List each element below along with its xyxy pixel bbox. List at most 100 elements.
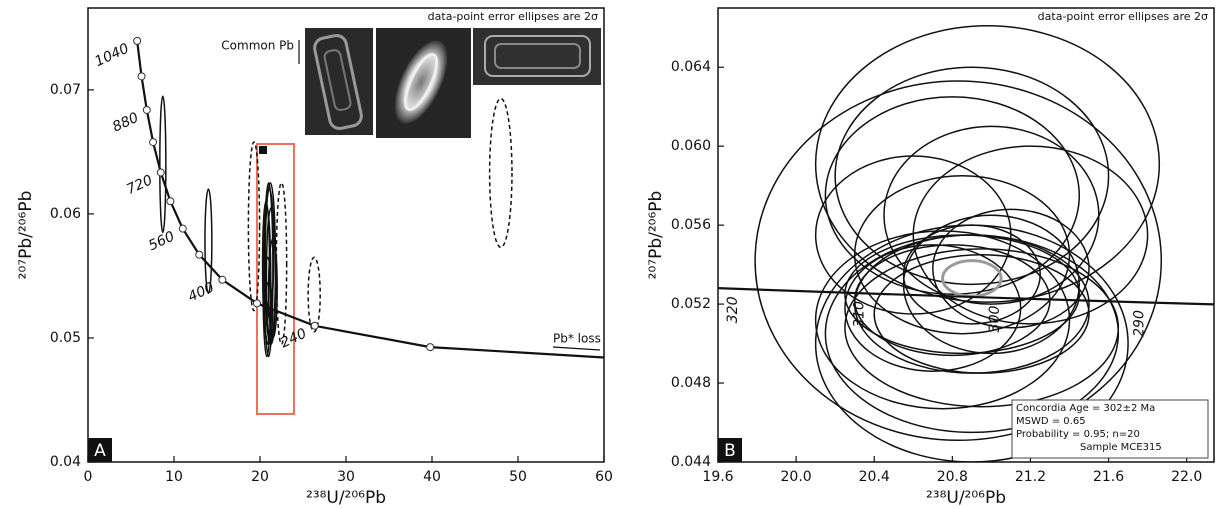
error-ellipse — [814, 25, 1161, 303]
error-ellipse — [834, 66, 1110, 286]
age-label: 560 — [146, 228, 177, 254]
error-ellipse — [912, 145, 1149, 325]
error-ellipse — [824, 96, 1081, 295]
error-ellipse — [204, 188, 213, 295]
x-tick-label: 40 — [423, 469, 441, 485]
y-tick-label: 0.060 — [671, 138, 711, 154]
age-marker — [133, 36, 142, 45]
concordia-curve — [718, 287, 1214, 306]
x-tick-label: 20.8 — [937, 469, 968, 485]
error-ellipse — [159, 95, 167, 234]
x-axis-title: ²³⁸U/²⁰⁶Pb — [306, 488, 386, 508]
cl-grain — [323, 49, 352, 111]
y-tick-label: 0.052 — [671, 296, 711, 312]
y-tick-label: 0.05 — [50, 330, 81, 346]
pb-loss-arrow — [552, 346, 601, 351]
cl-images — [305, 28, 601, 138]
age-label: 720 — [124, 172, 155, 198]
age-marker — [310, 321, 319, 330]
x-tick-label: 19.6 — [702, 469, 733, 485]
concordia-age-ellipse — [941, 259, 1003, 298]
legend-text: Concordia Age = 302±2 Ma — [1016, 403, 1155, 414]
cl-grain — [403, 52, 439, 112]
error-ellipse — [275, 182, 288, 345]
age-label: 400 — [186, 279, 217, 305]
y-axis-title: ²⁰⁷Pb/²⁰⁶Pb — [16, 191, 36, 280]
x-tick-label: 21.6 — [1093, 469, 1124, 485]
error-ellipse — [853, 175, 1071, 335]
age-label: 1040 — [92, 41, 131, 71]
error-ellipse — [814, 230, 1071, 410]
cl-grain — [484, 35, 591, 77]
error-ellipse — [307, 256, 321, 333]
error-ellipse — [814, 155, 1012, 315]
age-label: 300 — [987, 305, 1003, 332]
plot-area — [718, 25, 1214, 462]
error-ellipse — [261, 200, 271, 327]
legend-text: Sample MCE315 — [1080, 442, 1162, 453]
age-label: 310 — [851, 301, 867, 328]
age-marker — [178, 224, 187, 233]
y-tick-label: 0.064 — [671, 59, 711, 75]
x-tick-label: 60 — [595, 469, 613, 485]
x-tick-label: 0 — [84, 469, 93, 485]
age-marker — [218, 275, 227, 284]
error-ellipse — [844, 244, 1022, 372]
age-marker — [252, 299, 261, 308]
x-tick-label: 50 — [509, 469, 527, 485]
x-tick-label: 20 — [251, 469, 269, 485]
age-marker — [156, 168, 165, 177]
error-ellipse — [902, 214, 1081, 355]
y-tick-label: 0.044 — [671, 454, 711, 470]
panel-label: B — [724, 441, 736, 461]
panel-label-box — [718, 438, 742, 462]
plot-area — [133, 36, 780, 371]
age-marker — [149, 138, 158, 147]
box-tag — [259, 146, 267, 154]
error-ellipse — [754, 80, 1163, 442]
error-ellipse — [824, 234, 1120, 434]
age-label: 880 — [110, 110, 141, 136]
age-marker — [195, 250, 204, 259]
cl-grain — [394, 40, 448, 124]
y-tick-label: 0.048 — [671, 375, 711, 391]
y-axis-title: ²⁰⁷Pb/²⁰⁶Pb — [646, 191, 666, 280]
age-label: 320 — [725, 296, 741, 323]
error-ellipse — [932, 208, 1090, 329]
y-tick-label: 0.07 — [50, 82, 81, 98]
annotation: data-point error ellipses are 2σ — [1038, 10, 1208, 23]
common-pb-label: Common Pb — [221, 39, 294, 53]
error-ellipse — [265, 206, 277, 345]
x-tick-label: 30 — [337, 469, 355, 485]
age-marker — [142, 105, 151, 114]
y-tick-label: 0.056 — [671, 217, 711, 233]
age-marker — [166, 197, 175, 206]
plot-frame — [87, 7, 605, 463]
x-tick-label: 20.0 — [781, 469, 812, 485]
age-marker — [137, 72, 146, 81]
error-ellipse — [488, 97, 513, 249]
y-tick-label: 0.04 — [50, 454, 81, 470]
error-ellipse — [247, 141, 261, 312]
cl-grain — [494, 43, 581, 69]
panel-label-box — [88, 438, 112, 462]
error-ellipse — [814, 224, 1129, 462]
x-tick-label: 20.4 — [859, 469, 890, 485]
legend-box — [1011, 399, 1209, 459]
y-tick-label: 0.06 — [50, 206, 81, 222]
age-marker — [426, 343, 435, 352]
annotation: data-point error ellipses are 2σ — [428, 10, 598, 23]
legend-text: MSWD = 0.65 — [1016, 416, 1086, 427]
cl-grain — [313, 34, 363, 130]
x-tick-label: 21.2 — [1015, 469, 1046, 485]
highlight-box — [256, 143, 295, 415]
x-axis-title: ²³⁸U/²⁰⁶Pb — [926, 488, 1006, 508]
pb-loss-label: Pb* loss — [553, 332, 601, 346]
error-ellipse — [883, 125, 1100, 305]
plot-frame — [717, 7, 1215, 463]
age-label: 290 — [1132, 310, 1148, 337]
x-tick-label: 10 — [165, 469, 183, 485]
age-marker — [773, 364, 780, 371]
legend-text: Probability = 0.95; n=20 — [1016, 429, 1140, 440]
